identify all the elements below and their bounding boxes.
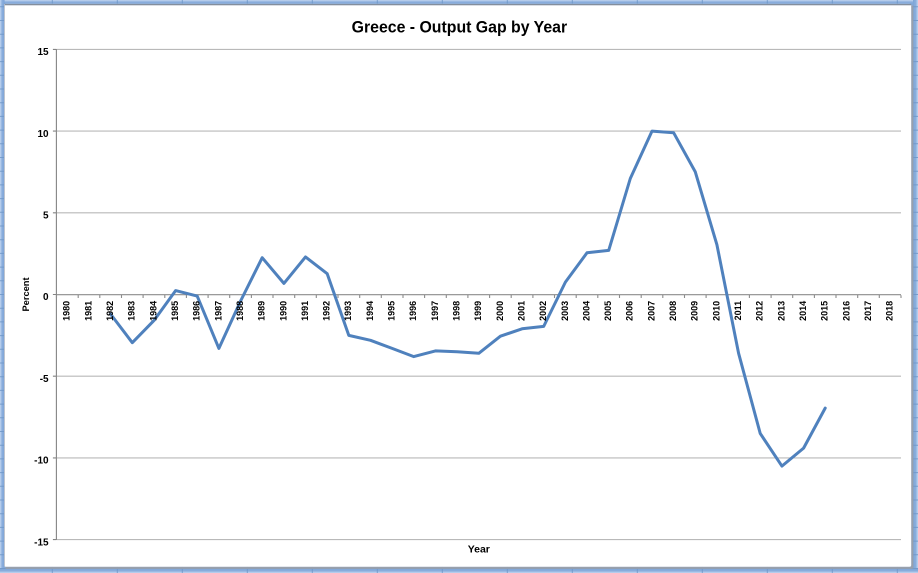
svg-text:2017: 2017 — [863, 301, 873, 321]
svg-text:2006: 2006 — [625, 301, 635, 321]
svg-text:2007: 2007 — [646, 301, 656, 321]
svg-text:2000: 2000 — [495, 301, 505, 321]
svg-text:1985: 1985 — [170, 301, 180, 321]
svg-text:2005: 2005 — [603, 301, 613, 321]
svg-text:1994: 1994 — [365, 301, 375, 321]
svg-text:1981: 1981 — [83, 301, 93, 321]
svg-text:10: 10 — [37, 129, 49, 140]
svg-text:1993: 1993 — [343, 301, 353, 321]
svg-text:2015: 2015 — [820, 301, 830, 321]
svg-text:2004: 2004 — [581, 301, 591, 321]
svg-text:5: 5 — [43, 211, 49, 222]
svg-text:1987: 1987 — [213, 301, 223, 321]
svg-text:1995: 1995 — [387, 301, 397, 321]
svg-text:1983: 1983 — [127, 301, 137, 321]
svg-text:-15: -15 — [34, 537, 49, 548]
svg-text:1991: 1991 — [300, 301, 310, 321]
svg-text:1988: 1988 — [235, 301, 245, 321]
svg-text:1986: 1986 — [192, 301, 202, 321]
svg-text:Greece - Output Gap by Year: Greece - Output Gap by Year — [352, 17, 568, 36]
svg-text:1992: 1992 — [322, 301, 332, 321]
svg-text:2002: 2002 — [538, 301, 548, 321]
svg-text:1997: 1997 — [430, 301, 440, 321]
svg-text:1990: 1990 — [278, 301, 288, 321]
svg-text:Year: Year — [468, 544, 490, 556]
svg-text:2013: 2013 — [776, 301, 786, 321]
svg-text:1998: 1998 — [452, 301, 462, 321]
svg-text:0: 0 — [43, 292, 49, 303]
svg-text:1989: 1989 — [257, 301, 267, 321]
svg-text:2003: 2003 — [560, 301, 570, 321]
svg-text:1980: 1980 — [62, 301, 72, 321]
svg-text:-5: -5 — [40, 374, 49, 385]
svg-text:1982: 1982 — [105, 301, 115, 321]
svg-text:-10: -10 — [34, 456, 49, 467]
svg-text:2009: 2009 — [690, 301, 700, 321]
svg-text:2011: 2011 — [733, 301, 743, 321]
svg-text:2018: 2018 — [885, 301, 895, 321]
svg-text:1999: 1999 — [473, 301, 483, 321]
svg-text:2014: 2014 — [798, 301, 808, 321]
svg-text:15: 15 — [37, 47, 49, 58]
svg-text:2012: 2012 — [755, 301, 765, 321]
svg-text:Percent: Percent — [21, 277, 31, 311]
svg-text:2016: 2016 — [841, 301, 851, 321]
svg-text:2010: 2010 — [711, 301, 721, 321]
svg-text:1996: 1996 — [408, 301, 418, 321]
svg-text:2001: 2001 — [517, 301, 527, 321]
svg-text:1984: 1984 — [148, 301, 158, 321]
svg-text:2008: 2008 — [668, 301, 678, 321]
